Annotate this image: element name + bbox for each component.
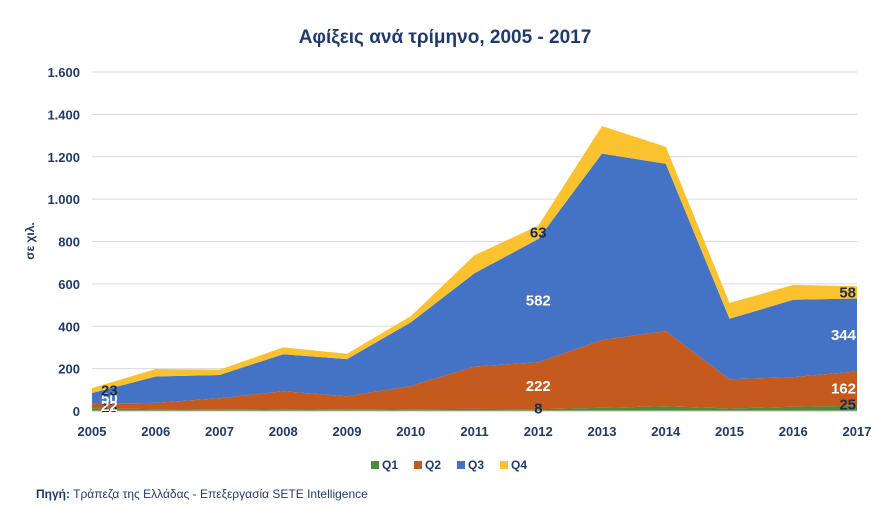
x-tick-label: 2016 — [779, 424, 808, 439]
data-label: 23 — [101, 383, 118, 400]
data-label: 222 — [526, 378, 551, 395]
x-tick-label: 2012 — [524, 424, 553, 439]
x-tick-label: 2008 — [269, 424, 298, 439]
y-tick-label: 800 — [58, 235, 80, 250]
axes: 0 200 400 600 800 1.000 1.200 1.400 1.600 2005 200… — [47, 65, 871, 439]
area-q3 — [92, 153, 857, 404]
x-tick-label: 2013 — [588, 424, 617, 439]
x-tick-label: 2014 — [651, 424, 681, 439]
data-label: 162 — [831, 381, 856, 398]
y-tick-label: 200 — [58, 362, 80, 377]
x-tick-label: 2010 — [396, 424, 425, 439]
y-axis-label: σε χιλ. — [23, 222, 37, 260]
y-tick-label: 1.000 — [47, 192, 80, 207]
y-tick-label: 1.400 — [47, 107, 80, 122]
data-label: 344 — [831, 327, 857, 344]
data-label: 63 — [530, 224, 547, 241]
data-label: 8 — [534, 400, 542, 417]
data-label: 582 — [526, 293, 551, 310]
legend-label-q4: Q4 — [511, 458, 527, 472]
legend-label-q2: Q2 — [425, 458, 441, 472]
source-text: Τράπεζα της Ελλάδας - Επεξεργασία SETE I… — [70, 487, 368, 501]
x-tick-label: 2007 — [205, 424, 234, 439]
source-label: Πηγή: — [36, 487, 70, 501]
y-tick-label: 1.600 — [47, 65, 80, 80]
area-q1 — [92, 405, 857, 411]
data-label: 13 — [101, 399, 118, 416]
legend-label-q3: Q3 — [468, 458, 484, 472]
area-q4 — [92, 126, 857, 393]
data-label: 58 — [839, 284, 856, 301]
x-tick-label: 2015 — [715, 424, 744, 439]
data-label: 50 — [101, 390, 118, 407]
y-tick-label: 1.200 — [47, 150, 80, 165]
chart-title: Αφίξεις ανά τρίμηνο, 2005 - 2017 — [299, 27, 592, 48]
x-tick-label: 2005 — [78, 424, 107, 439]
data-label: 25 — [839, 397, 856, 414]
area-layer — [92, 126, 857, 411]
x-tick-label: 2009 — [333, 424, 362, 439]
y-tick-label: 600 — [58, 277, 80, 292]
legend-swatch-q3 — [457, 461, 465, 469]
legend-label-q1: Q1 — [382, 458, 398, 472]
source-note: Πηγή: Τράπεζα της Ελλάδας - Επεξεργασία … — [36, 487, 368, 501]
x-tick-label: 2011 — [460, 424, 488, 439]
y-tick-label: 0 — [73, 404, 80, 419]
legend-swatch-q2 — [414, 461, 422, 469]
x-tick-label: 2006 — [141, 424, 170, 439]
legend-swatch-q1 — [371, 461, 379, 469]
y-tick-label: 400 — [58, 319, 80, 334]
area-q2 — [92, 331, 857, 410]
legend: Q1 Q2 Q3 Q4 — [371, 458, 527, 472]
legend-swatch-q4 — [500, 461, 508, 469]
x-tick-label: 2017 — [843, 424, 872, 439]
data-label: 22 — [101, 398, 118, 415]
